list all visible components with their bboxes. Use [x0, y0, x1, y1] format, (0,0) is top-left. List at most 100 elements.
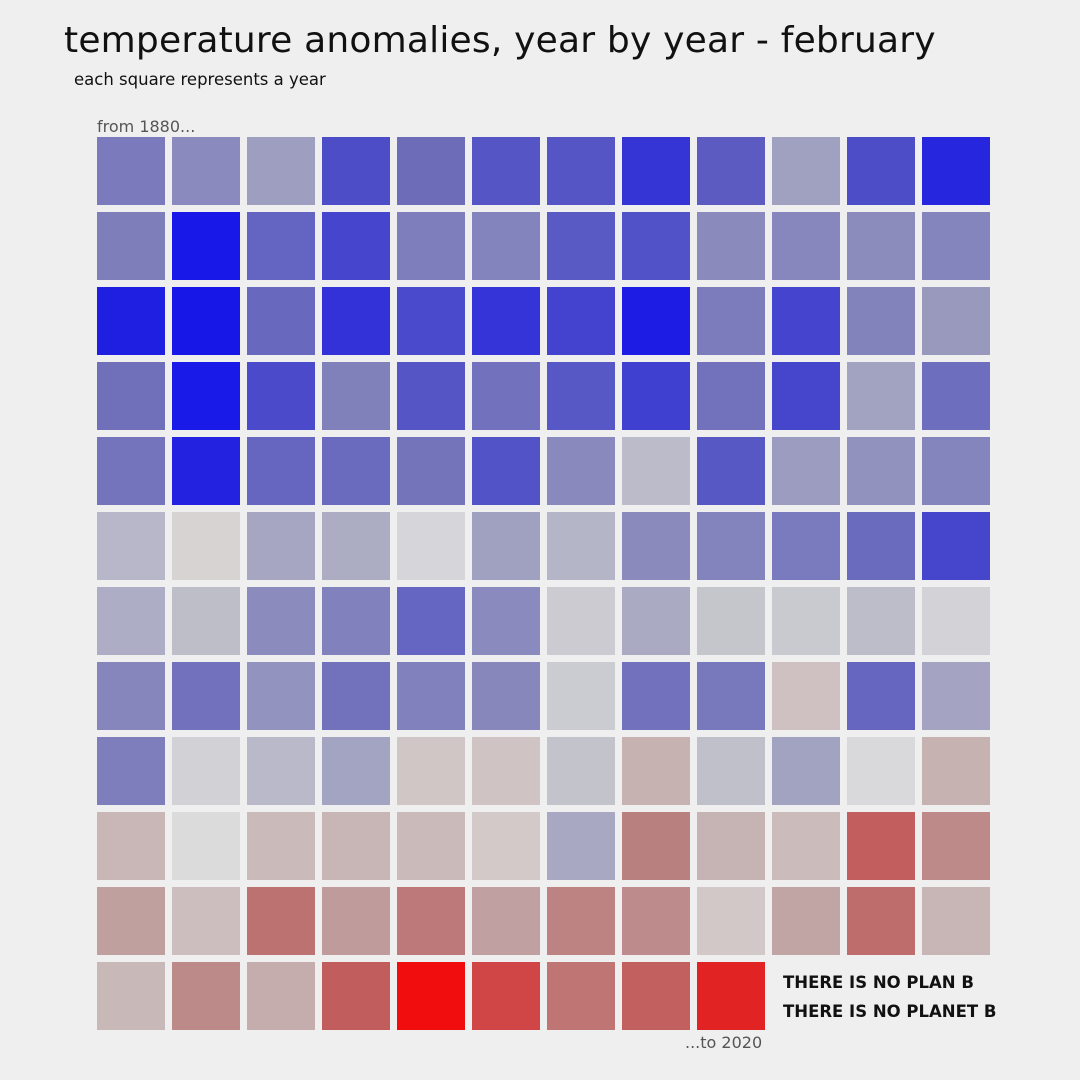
year-square-1916: [97, 362, 165, 430]
year-square-1980: [397, 737, 465, 805]
year-square-1954: [247, 587, 315, 655]
slogan-planet-b: THERE IS NO PLANET B: [783, 1002, 997, 1021]
slogan-plan-b: THERE IS NO PLAN B: [783, 973, 974, 992]
year-square-1905: [172, 287, 240, 355]
year-square-1883: [322, 137, 390, 205]
year-square-1891: [922, 137, 990, 205]
year-square-1896: [397, 212, 465, 280]
year-square-1993: [472, 812, 540, 880]
start-year-label: from 1880...: [97, 117, 196, 136]
year-square-2000: [97, 887, 165, 955]
year-square-1971: [622, 662, 690, 730]
year-square-1984: [697, 737, 765, 805]
year-square-1922: [547, 362, 615, 430]
year-square-1934: [547, 437, 615, 505]
year-square-2012: [97, 962, 165, 1030]
year-square-1912: [697, 287, 765, 355]
year-square-1985: [772, 737, 840, 805]
year-square-1901: [772, 212, 840, 280]
year-square-1951: [922, 512, 990, 580]
year-square-1928: [97, 437, 165, 505]
year-square-1945: [472, 512, 540, 580]
chart-subtitle: each square represents a year: [74, 70, 326, 89]
year-square-1941: [172, 512, 240, 580]
year-square-1935: [622, 437, 690, 505]
year-square-1942: [247, 512, 315, 580]
year-square-1960: [697, 587, 765, 655]
chart-title: temperature anomalies, year by year - fe…: [64, 20, 936, 61]
year-square-1968: [397, 662, 465, 730]
year-square-1924: [697, 362, 765, 430]
year-square-1988: [97, 812, 165, 880]
year-square-2014: [247, 962, 315, 1030]
year-square-1904: [97, 287, 165, 355]
year-square-1979: [322, 737, 390, 805]
year-square-1976: [97, 737, 165, 805]
year-square-1966: [247, 662, 315, 730]
year-square-1897: [472, 212, 540, 280]
year-square-2019: [622, 962, 690, 1030]
year-square-1981: [472, 737, 540, 805]
year-square-1959: [622, 587, 690, 655]
year-square-1929: [172, 437, 240, 505]
year-square-1917: [172, 362, 240, 430]
year-square-1950: [847, 512, 915, 580]
year-square-1918: [247, 362, 315, 430]
year-square-1957: [472, 587, 540, 655]
year-square-1933: [472, 437, 540, 505]
year-square-1978: [247, 737, 315, 805]
year-square-1910: [547, 287, 615, 355]
year-square-1932: [397, 437, 465, 505]
year-square-1937: [772, 437, 840, 505]
year-square-1998: [847, 812, 915, 880]
year-square-2003: [322, 887, 390, 955]
year-square-1895: [322, 212, 390, 280]
year-square-2002: [247, 887, 315, 955]
year-square-1963: [922, 587, 990, 655]
year-square-1919: [322, 362, 390, 430]
year-square-1894: [247, 212, 315, 280]
year-square-1953: [172, 587, 240, 655]
year-square-1899: [622, 212, 690, 280]
year-square-2006: [547, 887, 615, 955]
year-square-1908: [397, 287, 465, 355]
year-square-1936: [697, 437, 765, 505]
year-square-2008: [697, 887, 765, 955]
year-square-1955: [322, 587, 390, 655]
year-square-1903: [922, 212, 990, 280]
year-square-1911: [622, 287, 690, 355]
year-square-2007: [622, 887, 690, 955]
year-square-1880: [97, 137, 165, 205]
year-square-1964: [97, 662, 165, 730]
year-square-1902: [847, 212, 915, 280]
year-square-1887: [622, 137, 690, 205]
year-square-1965: [172, 662, 240, 730]
year-square-1974: [847, 662, 915, 730]
year-square-1999: [922, 812, 990, 880]
year-square-2004: [397, 887, 465, 955]
year-square-1992: [397, 812, 465, 880]
year-square-1913: [772, 287, 840, 355]
year-square-1994: [547, 812, 615, 880]
year-square-1930: [247, 437, 315, 505]
year-square-1970: [547, 662, 615, 730]
year-square-2009: [772, 887, 840, 955]
year-square-1995: [622, 812, 690, 880]
year-square-1975: [922, 662, 990, 730]
year-square-1939: [922, 437, 990, 505]
year-square-1884: [397, 137, 465, 205]
year-square-2013: [172, 962, 240, 1030]
year-square-1996: [697, 812, 765, 880]
year-square-2017: [472, 962, 540, 1030]
year-square-1938: [847, 437, 915, 505]
year-square-1892: [97, 212, 165, 280]
year-square-1926: [847, 362, 915, 430]
year-square-1914: [847, 287, 915, 355]
year-square-1949: [772, 512, 840, 580]
year-square-1889: [772, 137, 840, 205]
year-square-1987: [922, 737, 990, 805]
year-square-1886: [547, 137, 615, 205]
year-square-1915: [922, 287, 990, 355]
year-square-1969: [472, 662, 540, 730]
year-square-1931: [322, 437, 390, 505]
